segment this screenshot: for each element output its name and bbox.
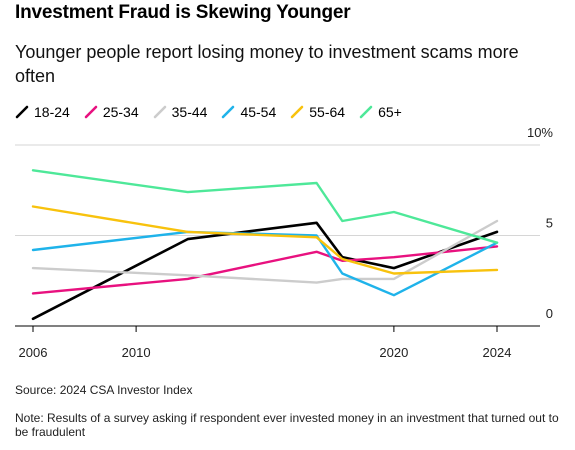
- chart-subtitle: Younger people report losing money to in…: [15, 42, 519, 86]
- series-line-45-54: [31, 230, 499, 297]
- chart-title: Investment Fraud is Skewing Younger: [15, 2, 351, 23]
- legend-item: 55-64: [290, 104, 345, 120]
- footnote: Note: Results of a survey asking if resp…: [15, 411, 559, 439]
- x-tick-label: 2010: [122, 345, 151, 360]
- y-tick-label: 0: [546, 306, 553, 321]
- series-line-25-34: [31, 245, 499, 295]
- y-tick-label: 5: [546, 216, 553, 231]
- legend-label: 35-44: [171, 104, 208, 120]
- legend-swatch-icon: [359, 105, 373, 119]
- legend: 18-24 25-34 35-44 45-54 55-64 65+: [15, 104, 402, 120]
- legend-item: 35-44: [153, 104, 208, 120]
- series-line-55-64: [31, 205, 499, 275]
- x-tick-label: 2006: [19, 345, 48, 360]
- legend-swatch-icon: [15, 105, 29, 119]
- legend-swatch-icon: [84, 105, 98, 119]
- legend-swatch-icon: [153, 105, 166, 119]
- source-note: Source: 2024 CSA Investor Index: [15, 383, 193, 397]
- legend-label: 65+: [378, 104, 402, 120]
- y-tick-label: 10%: [527, 125, 553, 140]
- legend-label: 45-54: [240, 104, 277, 120]
- legend-label: 25-34: [102, 104, 139, 120]
- legend-label: 55-64: [309, 104, 346, 120]
- series-line-35-44: [31, 219, 499, 284]
- legend-item: 25-34: [84, 104, 139, 120]
- legend-item: 65+: [359, 104, 402, 120]
- x-tick-label: 2024: [483, 345, 512, 360]
- series-line-65+: [31, 169, 499, 244]
- series-line-18-24: [31, 221, 499, 321]
- legend-swatch-icon: [290, 105, 304, 119]
- legend-item: 18-24: [15, 104, 70, 120]
- legend-swatch-icon: [222, 105, 235, 119]
- legend-item: 45-54: [221, 104, 276, 120]
- legend-label: 18-24: [34, 104, 70, 120]
- x-tick-label: 2020: [379, 345, 408, 360]
